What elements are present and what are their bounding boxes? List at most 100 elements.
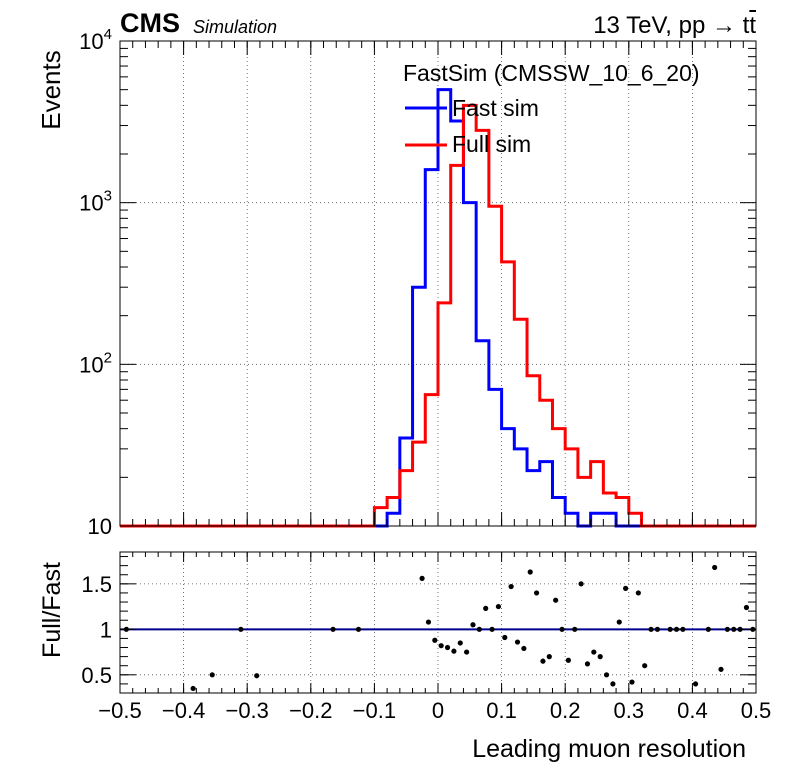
ratio-point — [432, 637, 438, 643]
ratio-y-tick-label: 1 — [100, 617, 112, 642]
main-y-tick-label: 102 — [79, 349, 112, 377]
ratio-point — [712, 564, 718, 571]
x-tick-label: 0.1 — [486, 698, 517, 723]
x-tick-labels: −0.5 −0.4 −0.3 −0.2 −0.1 0 0.1 0.2 0.3 0.4 0.5 — [98, 698, 771, 723]
antitop-quark-symbol: t — [749, 12, 756, 39]
ratio-point — [533, 590, 540, 596]
ratio-plot: 0.5 1 1.5 −0.5 −0.4 −0.3 −0.2 −0.1 0 0.1 0.2 0.3 0.… — [38, 551, 771, 763]
x-tick-label: 0.3 — [614, 698, 645, 723]
ratio-point — [597, 654, 603, 660]
ratio-point — [457, 640, 463, 646]
ratio-point — [629, 679, 635, 685]
main-y-tick-exponent: 2 — [104, 349, 112, 366]
experiment-label: CMS — [120, 8, 180, 38]
ratio-point — [238, 626, 244, 632]
x-tick-label: 0 — [432, 698, 444, 723]
status-label: Simulation — [193, 17, 278, 37]
x-tick-label: 0.5 — [741, 698, 772, 723]
x-tick-label: −0.1 — [353, 698, 396, 723]
ratio-point — [355, 626, 362, 632]
ratio-point — [502, 634, 508, 641]
ratio-point — [724, 626, 730, 632]
ratio-point — [540, 658, 546, 664]
ratio-y-tick-label: 1.5 — [81, 572, 112, 597]
x-tick-label: −0.4 — [162, 698, 205, 723]
ratio-point — [692, 681, 699, 687]
ratio-point — [731, 626, 737, 632]
ratio-point — [419, 575, 425, 581]
main-plot: 10 102 103 104 Events — [36, 26, 757, 539]
main-y-tick-label: 104 — [79, 26, 112, 54]
ratio-plot-ticks — [119, 552, 757, 693]
x-axis-label: Leading muon resolution — [472, 735, 746, 763]
ratio-point — [464, 649, 470, 655]
ratio-plot-grid — [120, 552, 756, 693]
ratio-point — [514, 639, 521, 645]
ratio-plot-frame — [119, 551, 757, 694]
ratio-point — [623, 585, 629, 591]
ratio-point — [425, 619, 432, 625]
ratio-point — [673, 626, 680, 632]
ratio-point — [642, 663, 648, 669]
ratio-point — [559, 626, 565, 632]
main-y-tick-label: 10 — [88, 514, 112, 539]
main-y-tick-exponent: 4 — [104, 26, 112, 43]
ratio-point — [648, 626, 654, 632]
ratio-point — [508, 583, 514, 590]
main-plot-ticks — [119, 40, 757, 527]
legend-entry-full-sim: Full sim — [452, 131, 531, 157]
legend: FastSim (CMSSW_10_6_20) Fast sim Full si… — [403, 60, 700, 157]
ratio-point — [610, 681, 616, 687]
ratio-point — [718, 666, 724, 672]
ratio-point — [584, 661, 591, 667]
legend-entry-fast-sim: Fast sim — [452, 95, 539, 121]
x-tick-label: −0.3 — [225, 698, 268, 723]
ratio-point — [254, 673, 260, 679]
ratio-point — [451, 648, 457, 654]
ratio-point — [470, 622, 476, 628]
ratio-point — [565, 657, 571, 663]
ratio-point — [572, 626, 578, 632]
histograms — [120, 88, 756, 528]
ratio-point — [209, 672, 215, 678]
ratio-point — [476, 626, 482, 632]
ratio-point — [578, 581, 584, 587]
main-y-tick-exponent: 3 — [104, 188, 112, 205]
ratio-plot-y-axis-label: Full/Fast — [38, 562, 66, 658]
ratio-point — [680, 626, 686, 632]
ratio-points — [123, 564, 756, 692]
ratio-point — [495, 603, 502, 610]
ratio-point — [483, 605, 489, 612]
ratio-point — [591, 649, 597, 655]
ratio-point — [667, 626, 673, 632]
x-tick-label: −0.2 — [289, 698, 332, 723]
arrow-symbol: → — [711, 12, 736, 39]
energy-text: 13 TeV, pp — [593, 12, 712, 39]
ratio-point — [743, 604, 750, 611]
x-tick-label: 0.2 — [550, 698, 581, 723]
ratio-point — [705, 626, 711, 632]
x-tick-label: −0.5 — [98, 698, 141, 723]
main-y-tick-label: 103 — [79, 188, 112, 216]
ratio-y-tick-label: 0.5 — [81, 663, 112, 688]
ratio-point — [654, 626, 661, 632]
legend-title: FastSim (CMSSW_10_6_20) — [403, 60, 700, 86]
ratio-point — [546, 654, 552, 660]
main-plot-y-axis-label: Events — [36, 50, 66, 130]
ratio-point — [635, 590, 641, 596]
ratio-point — [603, 672, 610, 678]
energy-process-label: 13 TeV, pp → tt — [593, 12, 756, 40]
ratio-point — [616, 619, 622, 625]
main-plot-y-tick-labels: 10 102 103 104 — [79, 26, 112, 539]
top-quark-symbol: t — [742, 12, 750, 39]
ratio-point — [527, 569, 533, 575]
ratio-point — [489, 626, 495, 632]
ratio-point — [521, 645, 527, 652]
ratio-point — [444, 644, 451, 651]
ratio-point — [190, 685, 196, 692]
ratio-point — [553, 597, 559, 603]
ratio-point — [438, 643, 444, 649]
ratio-point — [330, 626, 336, 632]
x-tick-label: 0.4 — [677, 698, 708, 723]
